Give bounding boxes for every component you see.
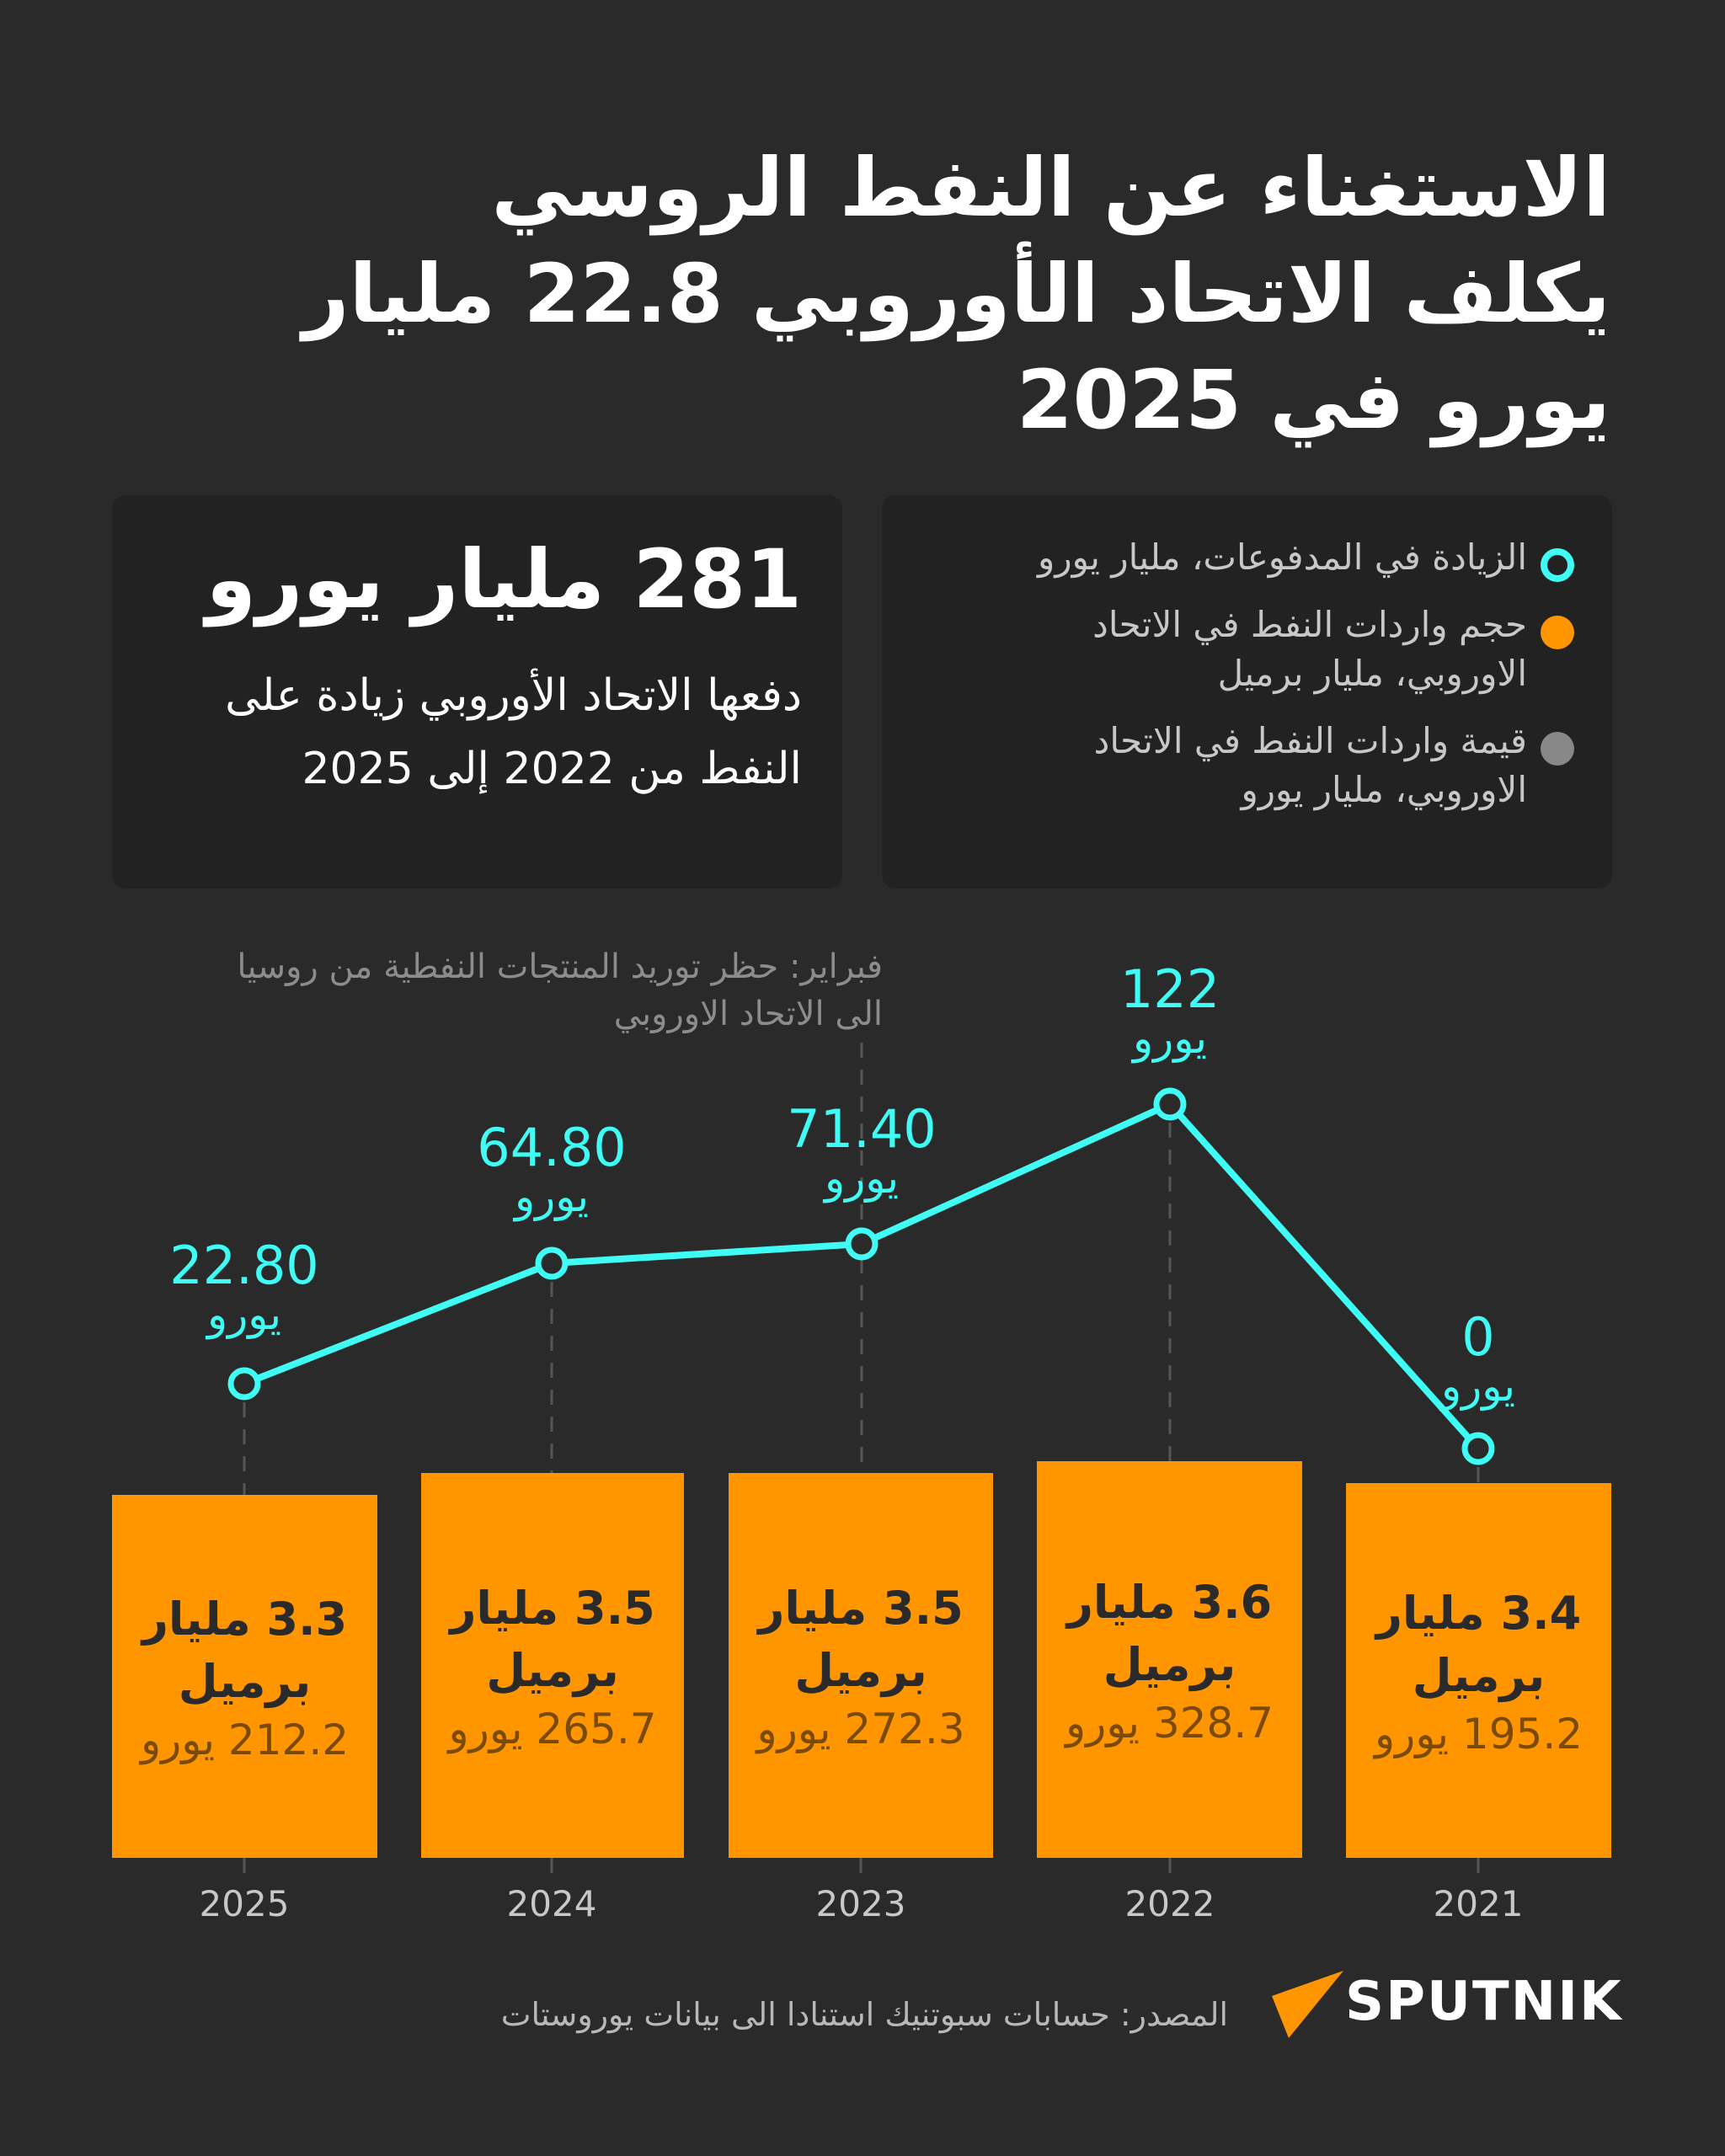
ban-annotation: فبراير: حظر توريد المنتجات النفطية من رو… (237, 947, 883, 1033)
legend-item-import-value: قيمة واردات النفط في الاتحاد الاوروبي، م… (934, 717, 1574, 814)
year-label-2025: 2025 (199, 1883, 290, 1924)
bar-value: 195.2 يورو (1374, 1709, 1583, 1758)
point-currency: يورو (206, 1290, 282, 1339)
page-title: الاستغناء عن النفط الروسي يكلف الاتحاد ا… (94, 135, 1612, 453)
year-label-2024: 2024 (506, 1883, 597, 1924)
bar-2024: 3.5 مليار برميل 265.7 يورو (421, 1473, 684, 1858)
bar-value: 272.3 يورو (756, 1704, 965, 1753)
bar-2023: 3.5 مليار برميل 272.3 يورو (729, 1473, 993, 1858)
brand-name: SPUTNIK (1345, 1971, 1623, 2033)
source-note: المصدر: حسابات سبوتنيك استنادا الى بيانا… (500, 1996, 1228, 2033)
bar-2025: 3.3 مليار برميل 212.2 يورو (112, 1495, 377, 1858)
legend-label: الزيادة في المدفوعات، مليار يورو (1038, 536, 1527, 578)
point-2023 (845, 1227, 879, 1261)
legend-item-import-volume: حجم واردات النفط في الاتحاد الاوروبي، مل… (934, 600, 1574, 698)
point-2024 (535, 1246, 569, 1280)
bar-volume: 3.5 مليار برميل (450, 1581, 655, 1697)
point-currency: يورو (1132, 1014, 1208, 1063)
year-label-2021: 2021 (1433, 1883, 1524, 1924)
bar-volume: 3.6 مليار برميل (1066, 1575, 1273, 1691)
point-currency: يورو (824, 1154, 900, 1203)
dashed-guides (243, 1043, 1480, 1880)
point-2022 (1153, 1087, 1187, 1121)
point-label-2023: 71.40 يورو (761, 1098, 963, 1203)
legend-item-payments-increase: الزيادة في المدفوعات، مليار يورو (934, 533, 1574, 582)
point-label-2025: 22.80 يورو (143, 1235, 345, 1339)
point-label-2021: 0 يورو (1377, 1306, 1579, 1411)
legend-card: الزيادة في المدفوعات، مليار يورو حجم وار… (882, 495, 1612, 889)
summary-description: دفعها الاتحاد الأوروبي زيادة على النفط م… (225, 670, 802, 794)
bar-value: 328.7 يورو (1065, 1698, 1274, 1748)
title-line-3: يورو في 2025 (1016, 353, 1612, 447)
point-value: 0 (1461, 1306, 1495, 1368)
bar-2021: 3.4 مليار برميل 195.2 يورو (1346, 1483, 1611, 1858)
bar-volume: 3.5 مليار برميل (758, 1581, 964, 1697)
gray-dot-icon (1541, 732, 1574, 766)
year-label-2022: 2022 (1124, 1883, 1215, 1924)
orange-dot-icon (1541, 616, 1574, 649)
summary-card: 281 مليار يورو دفعها الاتحاد الأوروبي زي… (112, 495, 842, 889)
bar-volume: 3.4 مليار برميل (1375, 1586, 1582, 1702)
title-line-2: يكلف الاتحاد الأوروبي 22.8 مليار (302, 247, 1612, 341)
legend: الزيادة في المدفوعات، مليار يورو حجم وار… (934, 533, 1574, 833)
legend-label: قيمة واردات النفط في الاتحاد الاوروبي، م… (1093, 720, 1527, 810)
bar-value: 265.7 يورو (448, 1704, 657, 1753)
point-label-2022: 122 يورو (1069, 958, 1271, 1063)
point-currency: يورو (514, 1172, 590, 1221)
point-value: 22.80 (169, 1235, 319, 1296)
ring-marker-icon (1541, 548, 1574, 582)
point-value: 71.40 (787, 1098, 937, 1160)
point-value: 64.80 (477, 1117, 627, 1178)
summary-total: 281 مليار يورو (206, 532, 802, 627)
year-label-2023: 2023 (815, 1883, 906, 1924)
point-2021 (1461, 1432, 1495, 1465)
point-value: 122 (1119, 958, 1220, 1020)
point-label-2024: 64.80 يورو (451, 1117, 653, 1221)
bar-value: 212.2 يورو (140, 1715, 350, 1764)
legend-label: حجم واردات النفط في الاتحاد الاوروبي، مل… (1092, 604, 1527, 694)
bar-volume: 3.3 مليار برميل (142, 1592, 348, 1708)
point-2025 (227, 1367, 261, 1401)
point-currency: يورو (1440, 1362, 1516, 1411)
sputnik-logo-icon (1272, 1971, 1343, 2038)
bar-2022: 3.6 مليار برميل 328.7 يورو (1037, 1461, 1302, 1858)
title-line-1: الاستغناء عن النفط الروسي (491, 141, 1612, 235)
